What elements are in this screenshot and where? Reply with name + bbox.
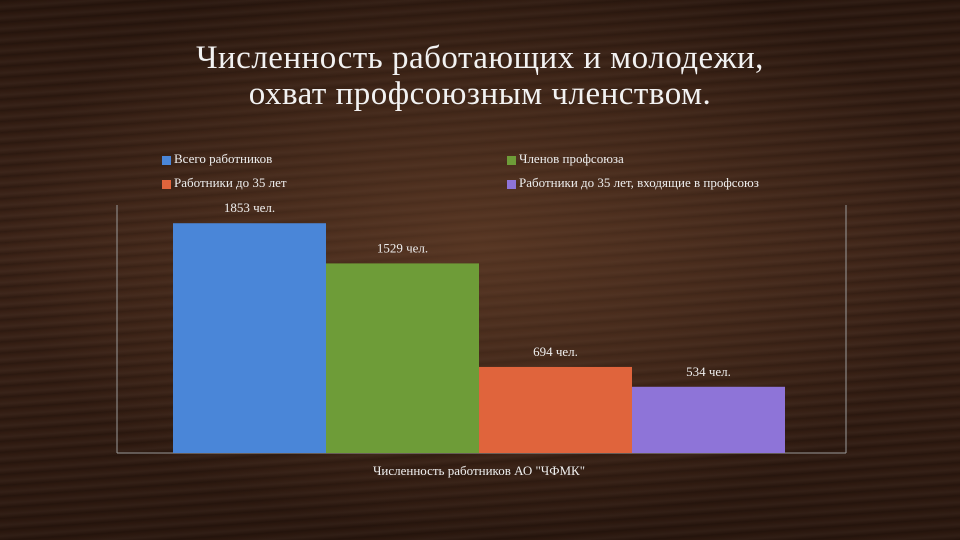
legend-swatch (162, 180, 171, 189)
legend-label: Работники до 35 лет, входящие в профсоюз (519, 175, 759, 190)
data-label: 534 чел. (686, 364, 731, 379)
legend-swatch (507, 156, 516, 165)
legend-label: Работники до 35 лет (174, 175, 287, 190)
x-tick-label: Численность работников АО "ЧФМК" (373, 463, 585, 478)
legend-label: Членов профсоюза (519, 151, 624, 166)
legend-swatch (162, 156, 171, 165)
legend-label: Всего работников (174, 151, 272, 166)
data-label: 694 чел. (533, 344, 578, 359)
bar (326, 263, 479, 453)
bar (632, 386, 785, 453)
legend-swatch (507, 180, 516, 189)
data-label: 1529 чел. (377, 240, 428, 255)
data-label: 1853 чел. (224, 200, 275, 215)
bar (173, 223, 326, 453)
slide-title: Численность работающих и молодежи, охват… (196, 40, 764, 112)
bar (479, 366, 632, 453)
